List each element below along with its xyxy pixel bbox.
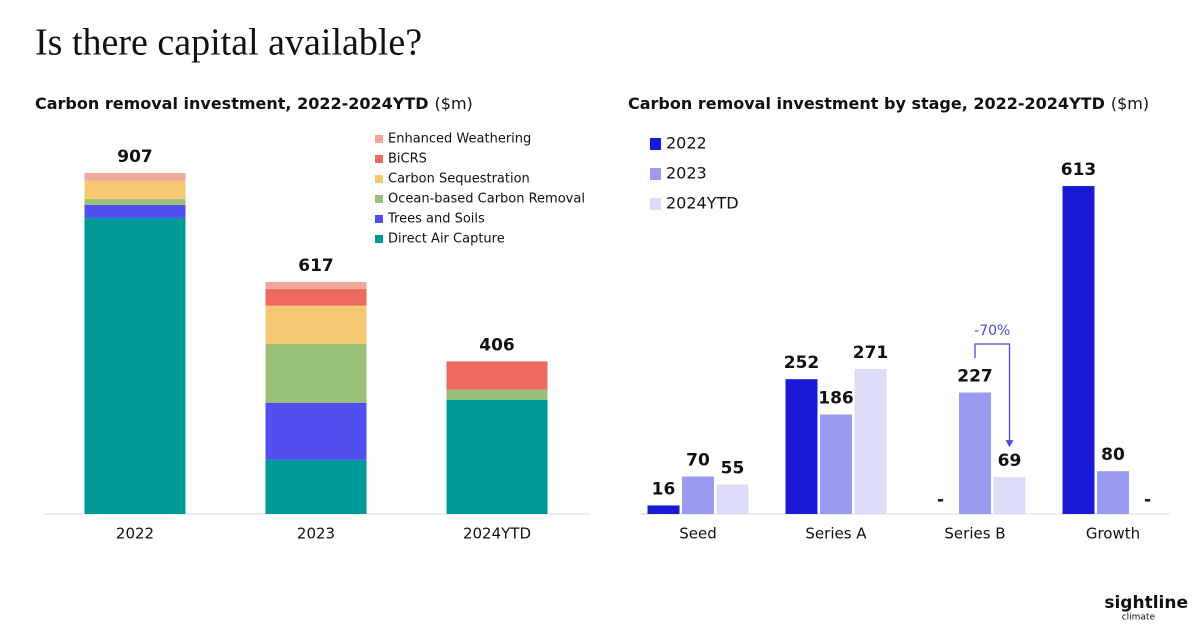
value-label: 271: [853, 343, 889, 363]
bar-segment: [446, 361, 548, 390]
legend-swatch: [375, 175, 383, 183]
legend-label: Direct Air Capture: [388, 232, 505, 247]
bar-segment: [265, 343, 367, 403]
total-label: 907: [117, 147, 153, 167]
bar-segment: [84, 218, 186, 514]
bar-segment: [446, 389, 548, 400]
legend-label: 2023: [666, 164, 707, 183]
legend-swatch: [375, 155, 383, 163]
bar: [1062, 186, 1095, 515]
value-label: -: [937, 490, 944, 510]
bar-segment: [265, 459, 367, 514]
bar-segment: [265, 282, 367, 289]
legend-label: BiCRS: [388, 152, 427, 167]
value-label: 227: [957, 367, 993, 387]
legend-swatch: [375, 215, 383, 223]
legend-swatch: [650, 168, 661, 180]
annotation-text: -70%: [974, 323, 1010, 339]
value-label: 80: [1101, 445, 1125, 465]
bar-segment: [84, 198, 186, 205]
total-label: 617: [298, 256, 334, 276]
legend-swatch: [650, 138, 661, 150]
total-label: 406: [479, 335, 515, 355]
x-tick-label: Growth: [1086, 525, 1140, 543]
logo-name: sightline: [1104, 593, 1188, 613]
bar-segment: [84, 180, 186, 199]
x-tick-label: 2023: [297, 525, 335, 543]
chart-title-main: Carbon removal investment by stage, 2022…: [628, 94, 1105, 113]
bar: [820, 414, 852, 514]
bar: [647, 505, 680, 514]
legend-label: Enhanced Weathering: [388, 132, 531, 147]
legend-swatch: [650, 198, 661, 210]
chart-title-main: Carbon removal investment, 2022-2024YTD: [35, 94, 429, 113]
value-label: -: [1144, 490, 1151, 510]
bar-segment: [84, 204, 186, 219]
annotation-arrow: [974, 343, 1011, 442]
value-label: 252: [784, 353, 820, 373]
bar: [682, 476, 714, 514]
x-tick-label: 2024YTD: [463, 525, 531, 543]
bar-segment: [265, 402, 367, 460]
bar-segment: [265, 305, 367, 344]
bar-segment: [265, 288, 367, 306]
value-label: 55: [721, 459, 745, 479]
chart-unit: ($m): [1111, 94, 1149, 113]
bar: [785, 379, 818, 514]
bar-segment: [446, 399, 548, 514]
legend-swatch: [375, 235, 383, 243]
value-label: 186: [818, 388, 854, 408]
legend-label: Carbon Sequestration: [388, 172, 530, 187]
value-label: 613: [1061, 160, 1097, 180]
bar-segment: [84, 172, 186, 181]
slide-title: Is there capital available?: [35, 22, 422, 64]
chart-title: Carbon removal investment by stage, 2022…: [628, 94, 1149, 113]
legend-swatch: [375, 135, 383, 143]
bar: [716, 484, 749, 514]
value-label: 16: [652, 479, 676, 499]
legend-label: 2022: [666, 134, 707, 153]
legend-label: Trees and Soils: [387, 212, 485, 227]
bar: [993, 477, 1026, 514]
x-tick-label: 2022: [116, 525, 154, 543]
value-label: 70: [686, 451, 710, 471]
annotation-arrowhead: [1005, 440, 1014, 448]
bar: [1097, 471, 1129, 514]
logo-sub: climate: [1122, 613, 1156, 623]
chart-title: Carbon removal investment, 2022-2024YTD (…: [35, 94, 473, 113]
bar: [959, 392, 991, 514]
legend-swatch: [375, 195, 383, 203]
x-tick-label: Seed: [679, 525, 717, 543]
x-tick-label: Series B: [944, 525, 1005, 543]
x-tick-label: Series A: [805, 525, 867, 543]
value-label: 69: [998, 451, 1022, 471]
bar: [854, 369, 887, 514]
legend-label: 2024YTD: [666, 194, 739, 213]
legend-label: Ocean-based Carbon Removal: [388, 192, 585, 207]
chart-unit: ($m): [435, 94, 473, 113]
